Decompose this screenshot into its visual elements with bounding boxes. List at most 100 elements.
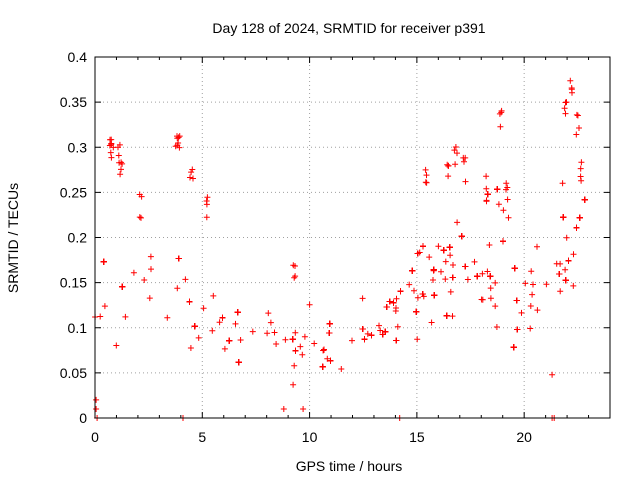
y-tick-label: 0.35 [60, 94, 87, 110]
data-point [289, 336, 296, 343]
data-point [119, 160, 126, 167]
data-point [431, 292, 438, 299]
data-point [146, 295, 153, 302]
data-point [136, 214, 143, 221]
data-point [107, 149, 114, 156]
data-point [442, 258, 449, 265]
data-point [188, 169, 195, 176]
data-point [321, 346, 327, 353]
data-point [495, 201, 502, 208]
data-point [203, 214, 210, 221]
data-point [556, 271, 563, 277]
data-point [461, 158, 467, 165]
data-point [93, 406, 100, 412]
data-point [484, 191, 491, 198]
data-point [141, 277, 148, 283]
data-point [377, 327, 384, 334]
data-point [483, 197, 490, 204]
data-point [209, 327, 216, 334]
data-point [113, 342, 120, 349]
x-tick-labels: 0 5 10 15 20 [91, 429, 532, 445]
data-point [447, 252, 454, 259]
data-point [117, 171, 124, 178]
data-point [406, 281, 413, 288]
data-point [393, 337, 400, 344]
data-point [451, 147, 458, 154]
data-point [290, 381, 297, 388]
data-point [292, 329, 299, 336]
data-point [175, 255, 182, 262]
data-point [487, 295, 494, 302]
data-point [492, 303, 499, 310]
data-point [443, 312, 450, 319]
data-point [249, 328, 256, 335]
x-tick-label: 20 [516, 429, 532, 445]
data-point [563, 234, 570, 241]
data-point [394, 323, 401, 330]
data-point [570, 282, 577, 289]
data-point [97, 313, 104, 320]
data-point [175, 140, 182, 146]
data-point [235, 359, 242, 366]
data-point [320, 347, 327, 354]
data-point [560, 214, 567, 221]
y-tick-label: 0 [79, 410, 87, 426]
data-point [573, 224, 580, 231]
data-point [130, 269, 137, 276]
y-tick-label: 0.4 [68, 49, 88, 65]
data-point [200, 305, 207, 312]
data-point [435, 243, 442, 250]
data-point [359, 326, 366, 332]
data-point [581, 196, 588, 203]
data-point [557, 288, 564, 295]
data-point [115, 144, 121, 151]
data-point [93, 396, 100, 403]
data-point [500, 238, 506, 245]
data-point [530, 281, 536, 288]
data-point [569, 89, 575, 96]
data-point [414, 250, 421, 257]
data-point [291, 362, 298, 369]
data-point [428, 319, 435, 326]
data-point [442, 276, 449, 283]
data-point [326, 330, 333, 336]
data-point [511, 265, 518, 272]
data-point [292, 273, 299, 280]
data-point [419, 291, 426, 297]
data-point [570, 251, 577, 258]
data-point [567, 77, 574, 84]
data-point [359, 295, 366, 302]
data-point [574, 112, 581, 119]
data-point [449, 313, 456, 320]
data-point [210, 292, 217, 299]
data-point [562, 110, 569, 117]
data-point [122, 313, 129, 320]
data-point [324, 355, 331, 362]
data-point [577, 165, 584, 172]
data-point [503, 180, 510, 187]
data-point [529, 291, 536, 298]
data-point [376, 322, 382, 329]
data-point [176, 133, 183, 140]
data-point [300, 406, 307, 412]
data-point [445, 163, 452, 169]
data-point [411, 287, 417, 294]
data-point [216, 319, 223, 326]
data-point [203, 198, 210, 204]
y-tick-labels: 0 0.05 0.1 0.15 0.2 0.25 0.3 0.35 0.4 [60, 49, 87, 426]
data-point [454, 219, 461, 226]
data-point [119, 283, 126, 290]
data-point [383, 304, 390, 310]
data-point [478, 296, 485, 303]
data-point [271, 329, 278, 336]
data-point [543, 281, 550, 288]
data-point [504, 196, 511, 203]
grid-lines [95, 57, 610, 418]
data-point [423, 172, 430, 179]
data-point [174, 285, 181, 292]
data-point [562, 277, 569, 284]
data-point [327, 357, 334, 364]
data-point [513, 297, 520, 304]
data-point [464, 276, 471, 283]
